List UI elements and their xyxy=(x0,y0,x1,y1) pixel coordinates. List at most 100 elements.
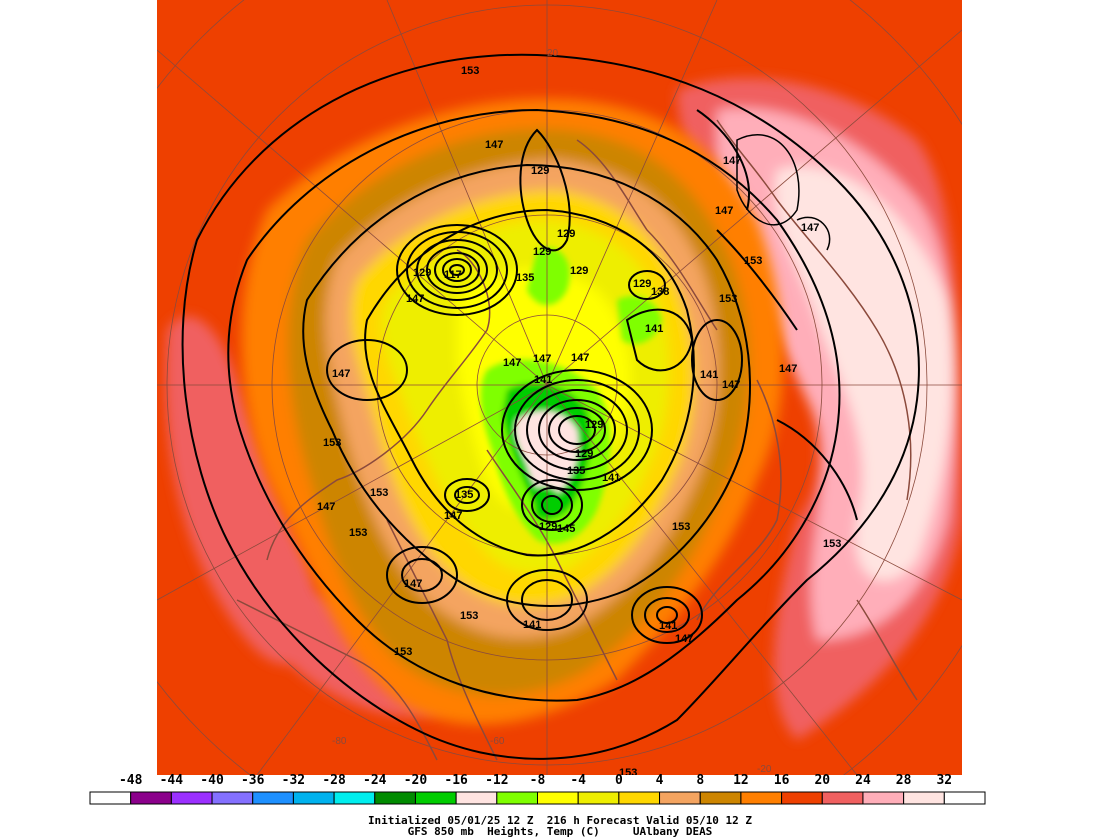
svg-text:147: 147 xyxy=(404,578,422,590)
colorbar-swatch xyxy=(659,791,701,805)
svg-text:129: 129 xyxy=(570,265,588,277)
colorbar-swatch xyxy=(618,791,661,805)
contour-141-a xyxy=(302,163,751,608)
svg-text:147: 147 xyxy=(406,293,424,305)
colorbar-tick-label: 0 xyxy=(615,773,623,788)
very-light-east xyxy=(775,166,953,581)
lon-label-m20: -20 xyxy=(757,764,772,775)
svg-text:117: 117 xyxy=(444,269,462,281)
colorbar-tick-label: -8 xyxy=(530,773,546,788)
contour-153-outer xyxy=(181,53,920,760)
colorbar-swatch xyxy=(170,791,213,805)
colorbar-tick-label: -36 xyxy=(241,773,265,788)
green-patch-east xyxy=(617,296,662,344)
svg-text:153: 153 xyxy=(394,646,412,658)
colorbar-tick-label: -4 xyxy=(570,773,586,788)
colorbar-tick-label: -20 xyxy=(404,773,428,788)
svg-text:153: 153 xyxy=(619,767,637,775)
colorbar-tick-label: 24 xyxy=(855,773,871,788)
svg-text:141: 141 xyxy=(602,472,620,484)
svg-text:153: 153 xyxy=(823,538,841,550)
svg-text:141: 141 xyxy=(659,620,677,632)
temperature-height-map: 20 -20 -60 -80 153 147 129 129 129 129 1… xyxy=(157,0,962,775)
svg-text:135: 135 xyxy=(455,489,473,501)
svg-text:153: 153 xyxy=(460,610,478,622)
colorbar-swatch xyxy=(455,791,498,805)
colorbar-tick-label: 28 xyxy=(896,773,912,788)
colorbar-tick-label: -16 xyxy=(444,773,468,788)
svg-text:147: 147 xyxy=(503,357,521,369)
svg-text:153: 153 xyxy=(370,487,388,499)
colorbar-tick-label: 8 xyxy=(696,773,704,788)
colorbar-swatch xyxy=(414,791,457,805)
svg-text:145: 145 xyxy=(557,523,575,535)
colorbar-tick-label: -24 xyxy=(363,773,387,788)
temperature-colorbar: -48 -44 -40 -36 -32 -28 -24 -20 -16 -12 -8 -4 0 4 8 12 1… xyxy=(89,773,986,805)
svg-text:147: 147 xyxy=(317,501,335,513)
colorbar-swatch xyxy=(496,791,538,805)
lat-label-20: 20 xyxy=(547,48,559,59)
svg-text:135: 135 xyxy=(516,272,534,284)
svg-text:129: 129 xyxy=(413,267,431,279)
svg-text:129: 129 xyxy=(531,165,549,177)
svg-text:129: 129 xyxy=(633,278,651,290)
svg-text:141: 141 xyxy=(523,619,541,631)
svg-text:129: 129 xyxy=(585,419,603,431)
svg-text:141: 141 xyxy=(534,374,552,386)
colorbar-tick-label: -28 xyxy=(322,773,346,788)
contour-labels-east: 147 147 153 xyxy=(715,155,762,267)
colorbar-tick-label: -32 xyxy=(282,773,305,788)
colorbar-tick-label: 20 xyxy=(814,773,830,788)
svg-text:147: 147 xyxy=(723,155,741,167)
contour-147-a xyxy=(227,108,841,702)
colorbar-swatch xyxy=(333,791,376,805)
svg-text:153: 153 xyxy=(672,521,690,533)
colorbar-swatch xyxy=(292,791,335,805)
green-zone-north xyxy=(527,247,570,305)
colorbar-tick-label: 12 xyxy=(733,773,749,788)
colorbar-swatch xyxy=(252,791,294,805)
svg-text:135: 135 xyxy=(567,465,585,477)
colorbar-tick-label: 4 xyxy=(656,773,664,788)
contour-135-a xyxy=(364,208,695,557)
svg-text:153: 153 xyxy=(744,255,762,267)
svg-text:147: 147 xyxy=(675,633,693,645)
colorbar-tick-label: 32 xyxy=(936,773,952,788)
svg-text:153: 153 xyxy=(349,527,367,539)
svg-text:153: 153 xyxy=(719,293,737,305)
svg-text:147: 147 xyxy=(485,139,503,151)
svg-text:147: 147 xyxy=(571,352,589,364)
colorbar-swatch xyxy=(537,791,579,805)
contour-labels: 153 147 129 129 129 129 135 117 129 129 … xyxy=(317,65,841,775)
svg-text:129: 129 xyxy=(557,228,575,240)
colorbar-swatch xyxy=(862,791,905,805)
colorbar-swatch xyxy=(211,791,254,805)
colorbar-tick-label: -48 xyxy=(119,773,143,788)
svg-text:147: 147 xyxy=(715,205,733,217)
svg-text:129: 129 xyxy=(539,521,557,533)
colorbar-swatch xyxy=(821,791,864,805)
colorbar-swatch xyxy=(577,791,620,805)
colorbar-swatch xyxy=(130,791,172,805)
colorbar-swatch xyxy=(943,791,986,805)
height-contours xyxy=(181,53,920,760)
svg-text:153: 153 xyxy=(461,65,479,77)
colorbar-tick-label: -40 xyxy=(200,773,224,788)
svg-text:147: 147 xyxy=(533,353,551,365)
forecast-caption: Initialized 05/01/25 12 Z 216 h Forecast… xyxy=(367,814,753,827)
colorbar-swatch xyxy=(699,791,742,805)
svg-text:141: 141 xyxy=(645,323,663,335)
product-caption: GFS 850 mb Heights, Temp (C) UAlbany DEA… xyxy=(407,825,713,838)
svg-text:153: 153 xyxy=(323,437,341,449)
colorbar-tick-label: -44 xyxy=(160,773,184,788)
svg-text:129: 129 xyxy=(533,246,551,258)
svg-text:129: 129 xyxy=(575,448,593,460)
coastlines xyxy=(236,119,918,761)
colorbar-swatch xyxy=(781,791,823,805)
colorbar-swatch xyxy=(89,791,132,805)
colorbar-swatch xyxy=(740,791,783,805)
lon-label-m80: -80 xyxy=(332,736,347,747)
lon-label-m60: -60 xyxy=(490,736,505,747)
colorbar-swatch xyxy=(903,791,945,805)
svg-text:147: 147 xyxy=(332,368,350,380)
